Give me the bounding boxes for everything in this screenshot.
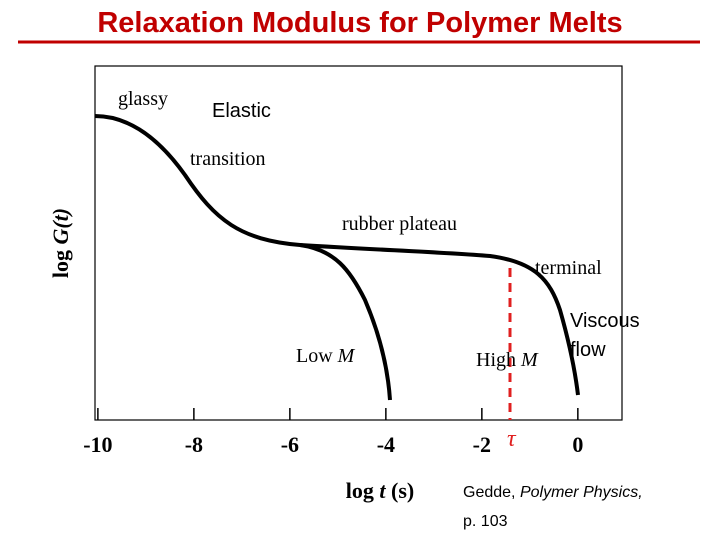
x-tick-label: -2 — [473, 432, 491, 457]
x-tick-label: -10 — [83, 432, 112, 457]
annotation: Viscous — [570, 310, 640, 332]
annotation-text: Low — [296, 345, 333, 367]
annotation: Elastic — [212, 100, 271, 122]
y-label-fn: log — [48, 250, 73, 278]
high-m-curve — [94, 114, 580, 396]
citation-page: p. 103 — [463, 513, 508, 530]
x-tick-label: -8 — [185, 432, 203, 457]
x-label-var: t — [379, 478, 386, 503]
citation: Gedde, Polymer Physics, — [463, 484, 643, 501]
annotation-var: M — [520, 349, 539, 371]
annotation: Low M — [296, 345, 356, 367]
annotation: flow — [570, 339, 606, 361]
annotation-text: High — [476, 349, 516, 371]
x-label-fn: log — [346, 478, 374, 503]
citation-book: Polymer Physics, — [520, 484, 643, 501]
annotation: High M — [476, 349, 539, 371]
x-tick-label: 0 — [572, 432, 583, 457]
x-label-unit: (s) — [391, 478, 414, 503]
x-axis: -10 -8 -6 -4 -2 0 — [83, 408, 583, 457]
y-axis-label: log G(t) — [48, 208, 73, 278]
annotation: rubber plateau — [342, 213, 457, 235]
plot-frame — [94, 65, 623, 421]
slide-title: Relaxation Modulus for Polymer Melts — [97, 7, 622, 39]
x-tick-label: -4 — [377, 432, 395, 457]
tau-label: τ — [507, 426, 517, 452]
annotation: glassy — [118, 88, 168, 110]
x-axis-label: log t (s) — [346, 478, 414, 503]
y-label-var: G(t) — [48, 208, 73, 245]
annotation: terminal — [535, 257, 602, 279]
x-tick-label: -6 — [281, 432, 299, 457]
annotation: transition — [190, 148, 266, 170]
citation-author: Gedde, — [463, 484, 515, 501]
low-m-curve — [299, 243, 392, 401]
annotation-var: M — [337, 345, 356, 367]
